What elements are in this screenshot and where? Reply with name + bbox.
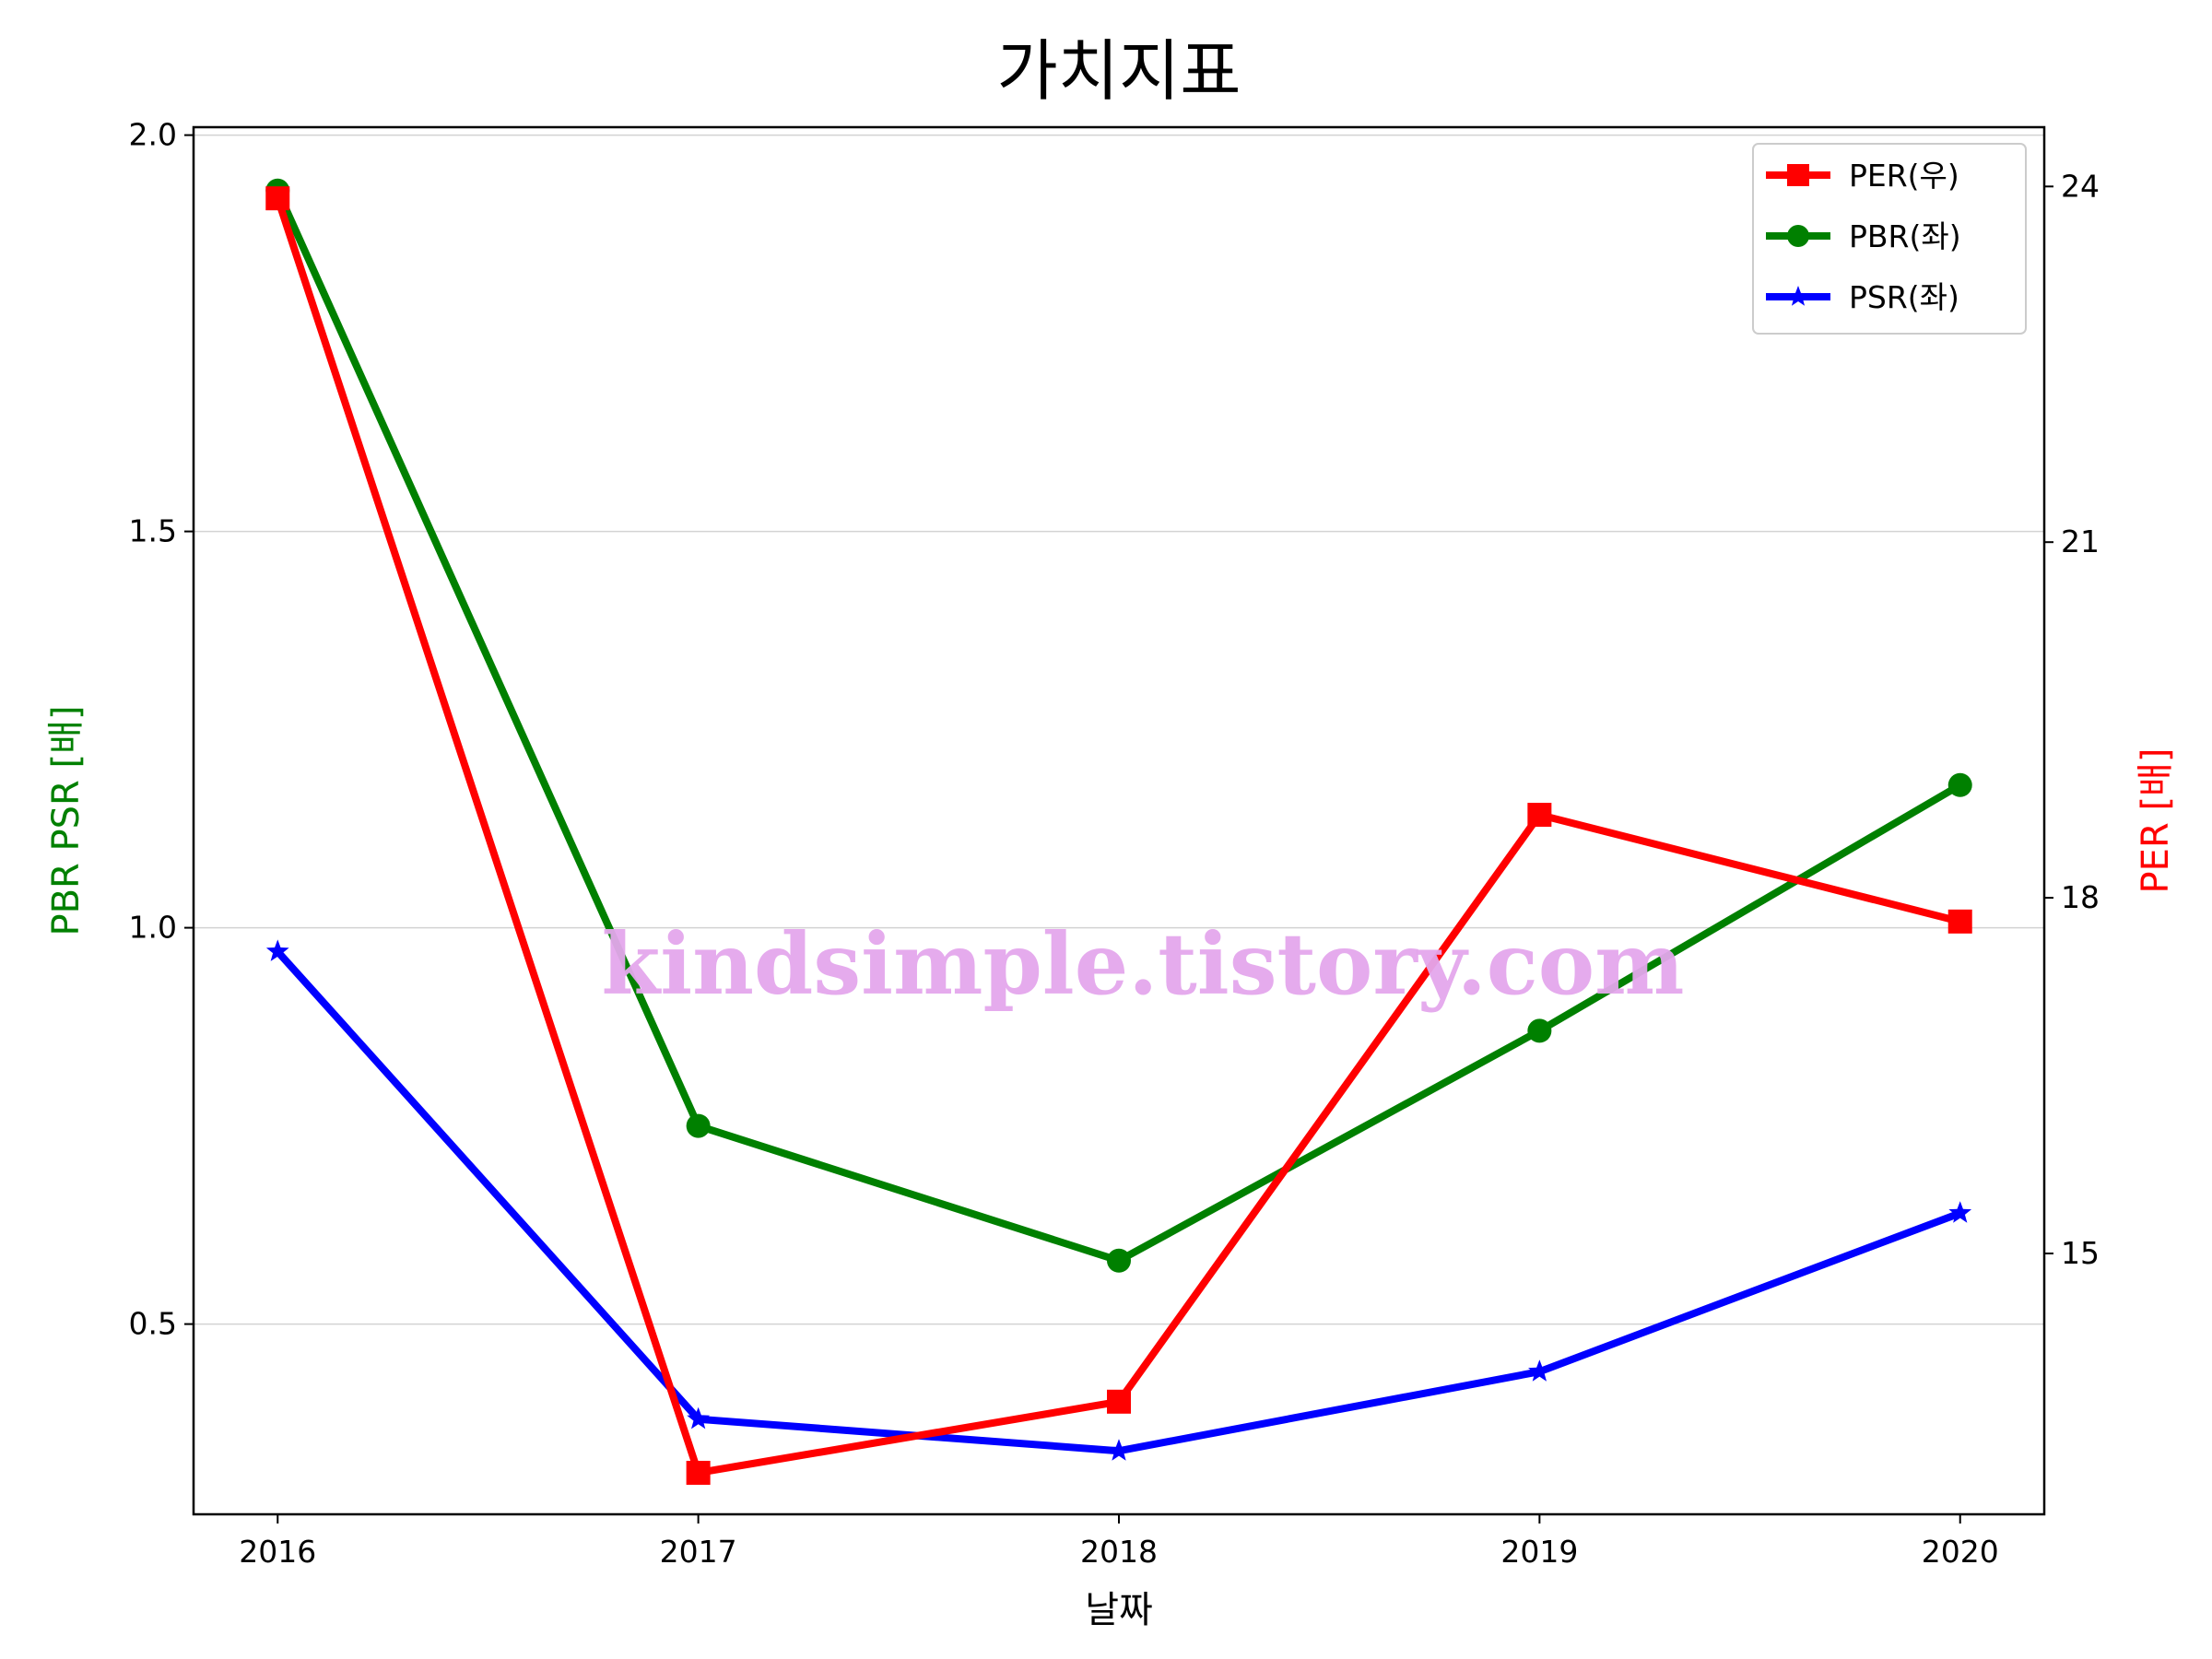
point-per-0	[265, 186, 290, 211]
point-psr-2	[1107, 1439, 1131, 1461]
legend-marker-pbr	[1787, 225, 1809, 247]
x-tick-label-0: 2016	[239, 1534, 316, 1570]
left-y-tick-label-2: 1.5	[129, 513, 177, 549]
x-tick-label-3: 2019	[1500, 1534, 1578, 1570]
left-y-axis-label: PBR PSR [배]	[45, 705, 88, 935]
left-y-tick-label-3: 2.0	[129, 117, 177, 153]
grid-lines	[194, 134, 2044, 1325]
point-per-4	[1947, 909, 1972, 934]
point-per-2	[1107, 1389, 1131, 1414]
right-y-tick-label-0: 15	[2061, 1235, 2100, 1271]
point-psr-4	[1948, 1201, 1972, 1223]
point-per-3	[1527, 803, 1552, 828]
axes: 0.5 1.0 1.5 2.0 15 18 21 24 2016 2017 2018 2019 2020	[129, 117, 2100, 1570]
legend: PER(우) PBR(좌) PSR(좌)	[1752, 143, 2027, 335]
right-y-tick-label-1: 18	[2061, 879, 2100, 915]
point-pbr-1	[686, 1113, 711, 1138]
point-psr-3	[1528, 1359, 1551, 1382]
point-per-1	[686, 1460, 711, 1485]
point-psr-0	[265, 939, 289, 961]
watermark-text: kindsimple.tistory.com	[601, 914, 1684, 1014]
left-y-tick-label-0: 0.5	[129, 1306, 177, 1342]
x-tick-label-1: 2017	[660, 1534, 737, 1570]
legend-label-per: PER(우)	[1849, 158, 1959, 194]
x-tick-label-4: 2020	[1922, 1534, 1999, 1570]
series-pbr	[265, 178, 1972, 1273]
legend-marker-psr	[1787, 286, 1809, 306]
series-psr	[265, 939, 1972, 1461]
point-pbr-3	[1527, 1018, 1552, 1043]
chart-title: 가치지표	[997, 32, 1241, 110]
legend-entry-per: PER(우)	[1766, 158, 1959, 194]
x-axis-label: 날짜	[1085, 1589, 1153, 1631]
point-psr-1	[687, 1406, 710, 1430]
point-pbr-2	[1107, 1248, 1131, 1273]
watermark-layer: kindsimple.tistory.com	[601, 914, 1684, 1014]
right-y-tick-label-2: 21	[2061, 524, 2100, 559]
right-y-axis-label: PER [배]	[2135, 748, 2177, 894]
left-y-tick-label-1: 1.0	[129, 910, 177, 946]
legend-label-pbr: PBR(좌)	[1849, 218, 1961, 254]
point-pbr-4	[1947, 772, 1972, 797]
legend-entry-pbr: PBR(좌)	[1766, 218, 1961, 254]
legend-entry-psr: PSR(좌)	[1766, 279, 1959, 315]
series-per	[265, 186, 1972, 1485]
right-y-tick-label-3: 24	[2061, 168, 2100, 204]
legend-label-psr: PSR(좌)	[1849, 279, 1959, 315]
legend-marker-per	[1787, 164, 1809, 186]
legend-box	[1752, 143, 2027, 335]
x-tick-label-2: 2018	[1080, 1534, 1158, 1570]
series-lines	[265, 178, 1972, 1485]
